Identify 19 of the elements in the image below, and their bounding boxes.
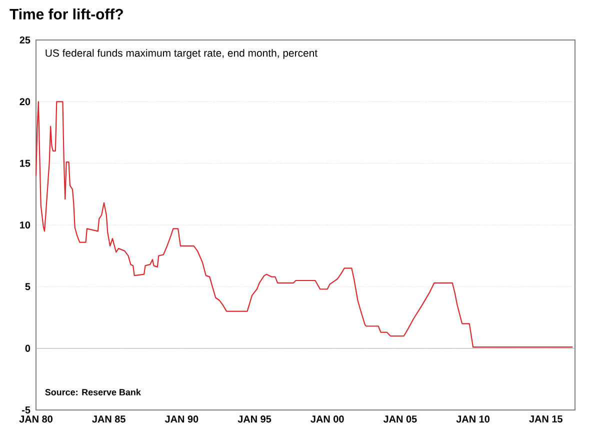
x-tick-label: JAN 85 (92, 416, 126, 423)
y-tick-label: 25 (20, 36, 30, 44)
x-tick-label: JAN 15 (529, 416, 562, 422)
line-series (35, 101, 574, 348)
x-tick-label: JAN 80 (19, 416, 52, 423)
x-tick-label: JAN 05 (383, 416, 417, 423)
y-tick-label: 5 (25, 283, 30, 290)
y-tick-label: 20 (20, 98, 30, 106)
x-tick-label: JAN 10 (456, 416, 490, 423)
y-tick-label: 0 (25, 344, 30, 352)
annotation: Source: Reserve Bank (45, 388, 141, 396)
y-tick-label: 15 (20, 160, 30, 167)
chart-title: Time for lift-off? (10, 8, 123, 20)
text: US federal funds maximum target rate, end month, percent (46, 49, 318, 59)
y-tick-label: -5 (22, 406, 30, 414)
y-tick-label: 10 (20, 221, 30, 229)
x-tick-label: JAN 95 (238, 416, 272, 423)
x-tick-label: JAN 00 (310, 416, 344, 423)
x-tick-label: JAN 90 (164, 416, 198, 423)
